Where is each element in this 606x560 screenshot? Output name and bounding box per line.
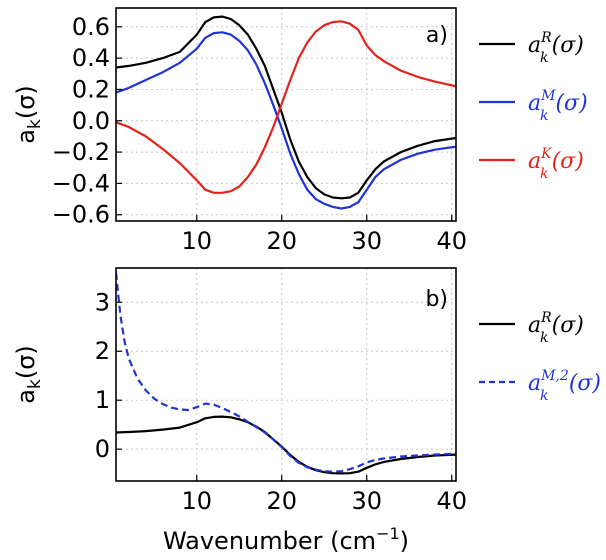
x-tick-label: 10	[181, 487, 212, 515]
panel-b-plot: 10 20 30 40 0 1 2 3 ak(σ) b) Wavenumber (cm−1)	[12, 267, 467, 555]
legend-subscript: k	[540, 108, 548, 124]
y-axis-label: ak(σ)	[12, 345, 45, 404]
y-tick-label: 2	[95, 337, 110, 365]
legend-label: aR(σ)	[528, 310, 584, 338]
legend-item: aM(σ)k	[479, 88, 588, 124]
panel-label: b)	[425, 287, 448, 312]
legend-label: aR(σ)	[528, 30, 584, 58]
legend-label: aK(σ)	[528, 146, 584, 174]
y-tick-label: 3	[95, 288, 110, 316]
panel-a-legend: aR(σ)kaM(σ)kaK(σ)k	[479, 30, 588, 182]
x-tick-label: 30	[351, 227, 382, 255]
x-tick-label: 30	[351, 487, 382, 515]
y-tick-label: 0.6	[72, 13, 110, 41]
x-tick-label: 40	[436, 227, 467, 255]
y-tick-label: −0.2	[52, 138, 110, 166]
series-line-r	[116, 415, 456, 475]
panel-b-legend: aR(σ)kaM,2(σ)k	[479, 310, 601, 404]
x-tick-label: 40	[436, 487, 467, 515]
legend-subscript: k	[540, 50, 548, 66]
legend-item: aM,2(σ)k	[479, 368, 601, 404]
y-tick-label: −0.6	[52, 201, 110, 229]
y-tick-label: 0.0	[72, 107, 110, 135]
legend-subscript: k	[540, 330, 548, 346]
legend-subscript: k	[540, 166, 548, 182]
x-tick-label: 10	[181, 227, 212, 255]
series-line-k	[116, 20, 456, 194]
y-axis-label: ak(σ)	[12, 85, 45, 144]
legend-item: aR(σ)k	[479, 310, 584, 346]
series-line-m-2	[116, 272, 456, 473]
panel-a-plot: 10 20 30 40 −0.6 −0.4 −0.2 0.0 0.2 0.4 0.6 ak(σ) a)	[12, 7, 467, 255]
y-tick-label: −0.4	[52, 169, 110, 197]
x-tick-label: 20	[266, 227, 297, 255]
y-tick-label: 0	[95, 435, 110, 463]
legend-item: aR(σ)k	[479, 30, 584, 66]
series-line-r	[116, 15, 456, 200]
y-tick-label: 1	[95, 386, 110, 414]
series-line-m	[116, 31, 456, 210]
legend-label: aM,2(σ)	[528, 368, 601, 396]
x-tick-label: 20	[266, 487, 297, 515]
legend-item: aK(σ)k	[479, 146, 584, 182]
plot-frame	[115, 267, 457, 482]
x-axis-label: Wavenumber (cm−1)	[163, 524, 409, 555]
plot-frame	[115, 7, 457, 222]
legend-label: aM(σ)	[528, 88, 588, 116]
legend-subscript: k	[540, 388, 548, 404]
panel-label: a)	[426, 23, 448, 48]
y-tick-label: 0.4	[72, 44, 110, 72]
y-tick-label: 0.2	[72, 75, 110, 103]
